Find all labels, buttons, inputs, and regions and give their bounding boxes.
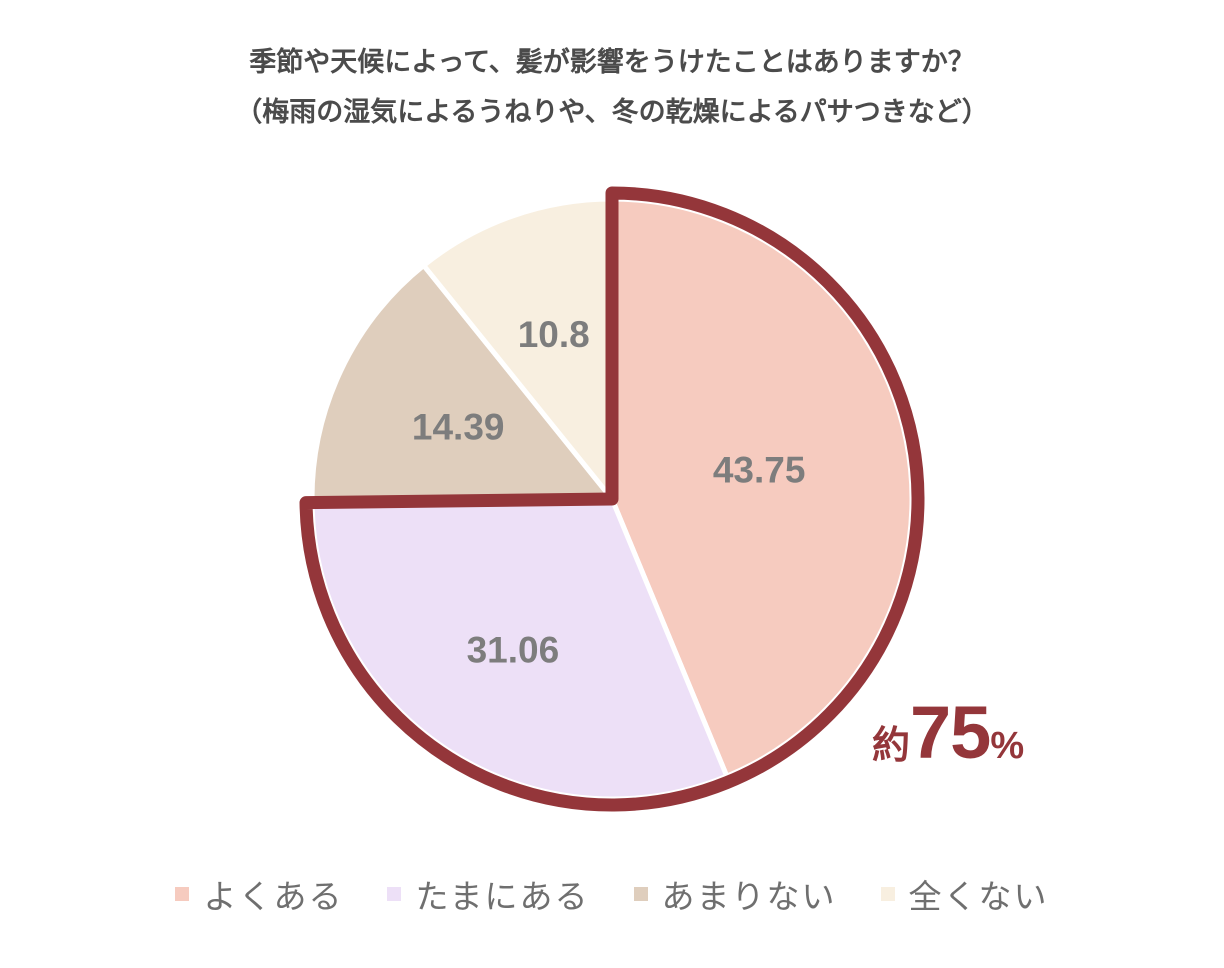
legend-swatch <box>880 887 895 901</box>
slice-value-label-1: 43.75 <box>713 450 806 491</box>
legend-item-1: よくある <box>175 870 343 918</box>
legend-item-2: たまにある <box>387 870 589 918</box>
chart-title-line-2: （梅雨の湿気によるうねりや、冬の乾燥によるパサつきなど） <box>235 97 989 128</box>
chart-title: 季節や天候によって、髪が影響をうけたことはありますか？ （梅雨の湿気によるうねり… <box>0 38 1224 138</box>
legend-label: たまにある <box>415 877 590 916</box>
chart-legend: よくある たまにある あまりない 全くない <box>0 870 1224 918</box>
highlight-callout: 約75% <box>872 690 1024 775</box>
callout-prefix: 約 <box>872 725 911 767</box>
pie-labels: 43.75 31.06 14.39 10.8 <box>412 314 806 670</box>
pie-slice-3 <box>309 262 615 506</box>
legend-label: よくある <box>203 877 344 916</box>
callout-unit: % <box>990 725 1025 767</box>
legend-label: あまりない <box>661 877 837 916</box>
pie-slice-4 <box>421 196 615 502</box>
legend-swatch <box>175 887 190 901</box>
legend-swatch <box>633 887 648 901</box>
highlight-outline <box>299 186 925 812</box>
legend-item-4: 全くない <box>880 870 1049 918</box>
chart-title-line-1: 季節や天候によって、髪が影響をうけたことはありますか？ <box>249 47 975 78</box>
slice-value-label-4: 10.8 <box>518 314 590 355</box>
legend-swatch <box>387 887 402 901</box>
slice-value-label-2: 31.06 <box>467 629 560 670</box>
slice-value-label-3: 14.39 <box>412 407 505 448</box>
highlight-outline-group <box>299 186 925 812</box>
callout-value: 75 <box>910 691 991 774</box>
legend-item-3: あまりない <box>633 870 837 918</box>
legend-label: 全くない <box>908 877 1049 916</box>
